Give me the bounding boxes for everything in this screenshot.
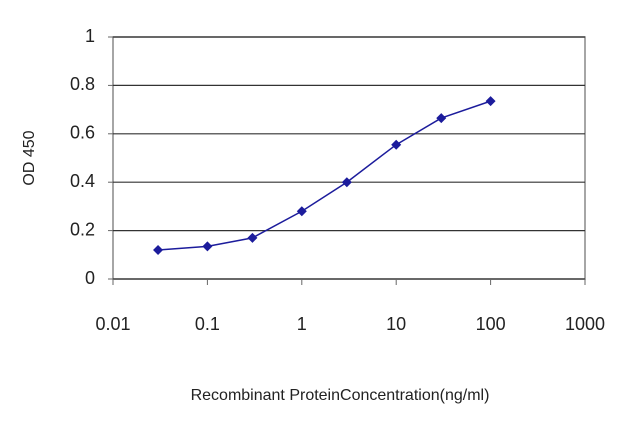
data-point [391, 139, 402, 150]
y-tick-label: 1 [85, 26, 95, 46]
y-tick-label: 0.8 [70, 74, 95, 94]
y-tick-label: 0.2 [70, 219, 95, 239]
y-tick-label: 0.4 [70, 171, 95, 191]
data-line [157, 100, 491, 251]
x-tick-label: 1000 [565, 314, 605, 334]
x-tick-label: 1 [297, 314, 307, 334]
y-tick-label: 0 [85, 268, 95, 288]
data-point [296, 206, 307, 217]
x-tick-label: 0.1 [195, 314, 220, 334]
data-point [341, 177, 352, 188]
y-axis-label: OD 450 [21, 130, 38, 185]
y-tick-label: 0.6 [70, 123, 95, 143]
data-point [153, 244, 164, 255]
data-point [247, 232, 258, 243]
data-point [485, 96, 496, 107]
data-point [436, 113, 447, 124]
data-point [202, 241, 213, 252]
x-axis-label: Recombinant ProteinConcentration(ng/ml) [191, 387, 490, 404]
x-tick-label: 0.01 [95, 314, 130, 334]
x-tick-label: 10 [386, 314, 406, 334]
plot-area [112, 36, 586, 280]
x-tick-label: 100 [476, 314, 506, 334]
